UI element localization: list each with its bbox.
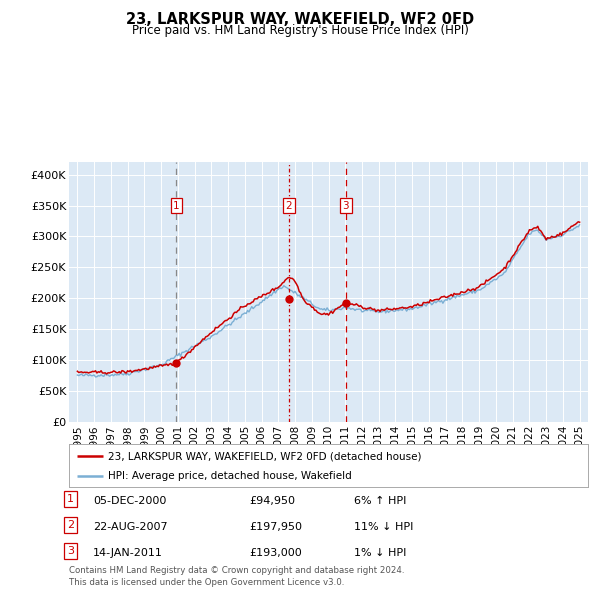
Text: 14-JAN-2011: 14-JAN-2011 — [93, 548, 163, 558]
Text: 1% ↓ HPI: 1% ↓ HPI — [354, 548, 406, 558]
Text: 22-AUG-2007: 22-AUG-2007 — [93, 522, 167, 532]
Text: £197,950: £197,950 — [249, 522, 302, 532]
Text: 2: 2 — [286, 201, 292, 211]
Text: £94,950: £94,950 — [249, 496, 295, 506]
Text: HPI: Average price, detached house, Wakefield: HPI: Average price, detached house, Wake… — [108, 471, 352, 481]
Text: 1: 1 — [67, 494, 74, 504]
Text: 1: 1 — [173, 201, 180, 211]
Text: 6% ↑ HPI: 6% ↑ HPI — [354, 496, 406, 506]
Text: 3: 3 — [343, 201, 349, 211]
Text: 2: 2 — [67, 520, 74, 530]
Text: 23, LARKSPUR WAY, WAKEFIELD, WF2 0FD: 23, LARKSPUR WAY, WAKEFIELD, WF2 0FD — [126, 12, 474, 27]
Text: 05-DEC-2000: 05-DEC-2000 — [93, 496, 166, 506]
Text: 3: 3 — [67, 546, 74, 556]
Text: Price paid vs. HM Land Registry's House Price Index (HPI): Price paid vs. HM Land Registry's House … — [131, 24, 469, 37]
Text: 11% ↓ HPI: 11% ↓ HPI — [354, 522, 413, 532]
Text: 23, LARKSPUR WAY, WAKEFIELD, WF2 0FD (detached house): 23, LARKSPUR WAY, WAKEFIELD, WF2 0FD (de… — [108, 451, 421, 461]
Text: £193,000: £193,000 — [249, 548, 302, 558]
Text: Contains HM Land Registry data © Crown copyright and database right 2024.
This d: Contains HM Land Registry data © Crown c… — [69, 566, 404, 587]
